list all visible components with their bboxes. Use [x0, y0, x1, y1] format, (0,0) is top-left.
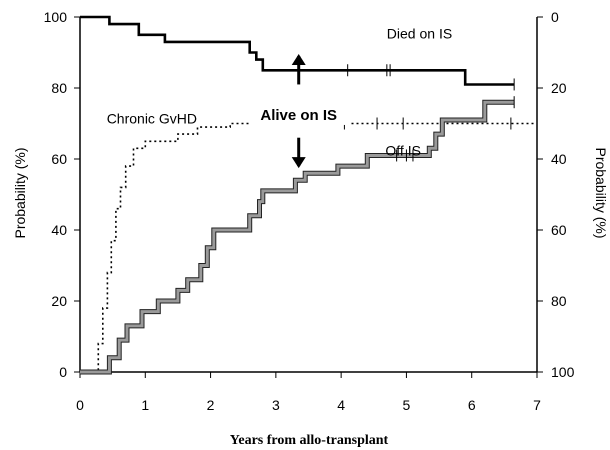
x-tick-label-3: 3 — [272, 397, 280, 413]
annotation-layer: Died on IS Chronic GvHD Alive on IS Off IS — [107, 25, 452, 169]
y-left-tick-label-100: 100 — [44, 9, 68, 25]
x-tick-label-6: 6 — [468, 397, 476, 413]
annotation-alive-on-is: Alive on IS — [260, 107, 337, 124]
x-tick-label-7: 7 — [533, 397, 541, 413]
y-right-tick-label-100: 100 — [551, 364, 575, 380]
annotation-off-is: Off IS — [385, 142, 421, 158]
y-left-tick-label-0: 0 — [59, 364, 67, 380]
y-right-tick-label-60: 60 — [551, 222, 567, 238]
x-tick-label-0: 0 — [76, 397, 84, 413]
y-axis-title-right: Probability (%) — [593, 147, 609, 238]
y-left-tick-label-40: 40 — [51, 222, 67, 238]
x-tick-label-2: 2 — [207, 397, 215, 413]
series-line-off-is — [80, 100, 515, 374]
arrow-head-1 — [291, 157, 306, 169]
y-left-tick-label-80: 80 — [51, 80, 67, 96]
y-right-tick-label-80: 80 — [551, 293, 567, 309]
series-line-died-on-is — [80, 15, 515, 86]
annotation-died-on-is: Died on IS — [387, 25, 452, 41]
arrow-head-0 — [291, 54, 306, 66]
y-right-tick-label-0: 0 — [551, 9, 559, 25]
x-tick-label-1: 1 — [141, 397, 149, 413]
y-left-tick-label-20: 20 — [51, 293, 67, 309]
y-right-tick-label-20: 20 — [551, 80, 567, 96]
y-left-tick-label-60: 60 — [51, 151, 67, 167]
x-axis-title: Years from allo-transplant — [230, 433, 389, 448]
annotation-chronic-gvhd: Chronic GvHD — [107, 111, 197, 127]
series-layer — [80, 15, 537, 375]
x-tick-label-5: 5 — [403, 397, 411, 413]
x-tick-label-4: 4 — [337, 397, 345, 413]
y-axis-title-left: Probability (%) — [12, 147, 28, 238]
axes: 0 1 2 3 4 5 6 7 0 20 40 60 80 100 0 20 40 60 80 100 — [44, 9, 575, 413]
annotation-backing-alive-on-is — [248, 104, 349, 125]
y-right-tick-label-40: 40 — [551, 151, 567, 167]
series-outline-off-is — [80, 99, 515, 375]
series-line-chronic-gvhd — [80, 122, 537, 373]
